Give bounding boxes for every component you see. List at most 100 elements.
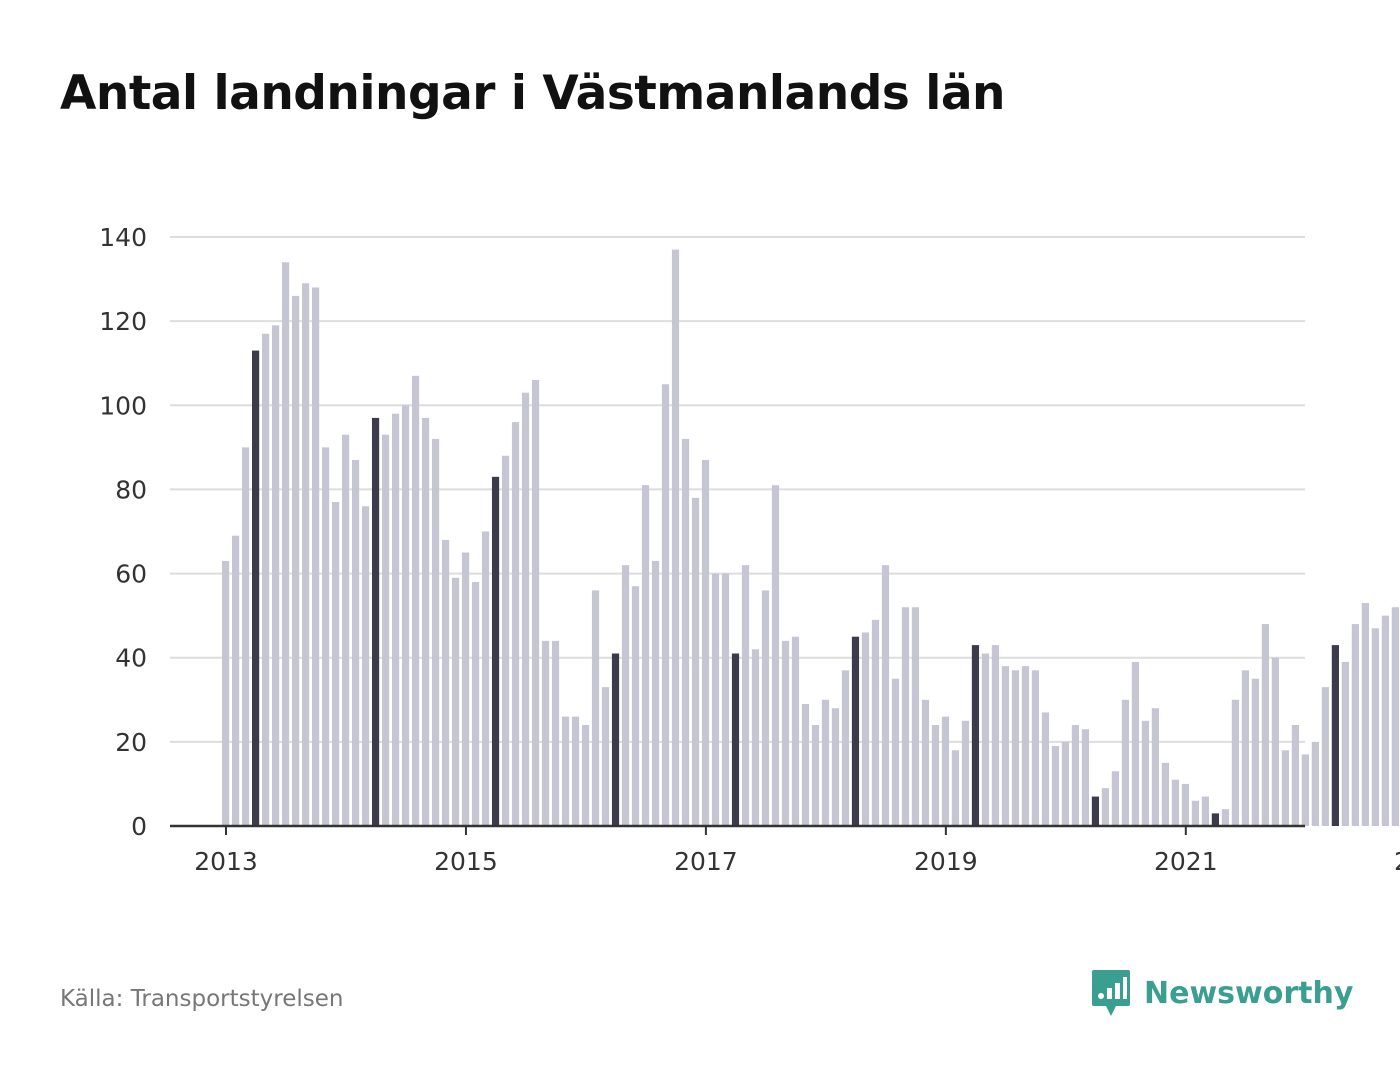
bar xyxy=(611,653,620,826)
bar xyxy=(871,619,880,826)
y-tick-label: 140 xyxy=(99,223,147,252)
bar xyxy=(1161,762,1170,826)
bar xyxy=(661,384,670,826)
bar xyxy=(741,565,750,826)
bar xyxy=(431,438,440,826)
bar xyxy=(1151,708,1160,826)
bar xyxy=(1001,666,1010,826)
bar xyxy=(1191,800,1200,826)
y-tick-label: 100 xyxy=(99,391,147,420)
bar xyxy=(841,670,850,826)
bar xyxy=(961,720,970,826)
bar xyxy=(1141,720,1150,826)
bar xyxy=(371,417,380,826)
bar xyxy=(311,287,320,826)
bar xyxy=(591,590,600,826)
bar xyxy=(1211,813,1219,826)
bar xyxy=(791,636,800,826)
bar xyxy=(491,476,500,826)
bar xyxy=(861,632,870,826)
bar xyxy=(941,716,950,826)
bar xyxy=(471,581,480,826)
bar xyxy=(1181,783,1190,826)
bar xyxy=(581,725,590,826)
bar xyxy=(681,438,690,826)
bar xyxy=(351,459,360,826)
bar xyxy=(1261,624,1269,826)
bar xyxy=(761,590,770,826)
y-axis-labels: 0 20 40 60 80 100 120 140 xyxy=(99,223,147,841)
bar xyxy=(411,375,420,826)
bar xyxy=(831,708,840,826)
bar xyxy=(851,636,860,826)
bar xyxy=(691,497,700,826)
bar xyxy=(1011,670,1020,826)
chart-title: Antal landningar i Västmanlands län xyxy=(60,66,1006,121)
bar xyxy=(1311,741,1319,826)
bar xyxy=(731,653,740,826)
bar xyxy=(1321,687,1329,826)
bar xyxy=(971,645,980,826)
bar xyxy=(641,485,650,826)
bar xyxy=(781,640,790,826)
bar xyxy=(451,577,460,826)
y-tick-label: 80 xyxy=(115,475,147,504)
bar xyxy=(441,539,450,826)
bar xyxy=(711,573,720,826)
bar xyxy=(391,413,400,826)
bar xyxy=(361,506,370,826)
x-tick-label: 2013 xyxy=(194,847,258,876)
bar xyxy=(222,560,230,826)
bar xyxy=(281,262,290,826)
bar xyxy=(1341,661,1349,826)
bar xyxy=(811,725,820,826)
bar xyxy=(261,333,270,826)
bar xyxy=(1371,628,1379,826)
bar xyxy=(1051,746,1060,826)
bar xyxy=(671,249,680,826)
bar xyxy=(771,485,780,826)
bar xyxy=(621,565,630,826)
bar xyxy=(461,552,470,826)
bar xyxy=(321,447,330,826)
x-tick-label: 2019 xyxy=(914,847,978,876)
y-tick-label: 20 xyxy=(115,728,147,757)
bar xyxy=(551,640,560,826)
bar xyxy=(801,703,810,826)
newsworthy-logo[interactable]: Newsworthy xyxy=(1090,968,1353,1018)
bar xyxy=(1221,809,1229,826)
bar xyxy=(521,392,530,826)
bar xyxy=(301,283,310,826)
bar xyxy=(921,699,930,826)
bar xyxy=(1351,624,1359,826)
x-tick-label: 2023 xyxy=(1394,847,1400,876)
bar xyxy=(1291,725,1299,826)
bar xyxy=(571,716,580,826)
bar xyxy=(341,434,350,826)
source-note: Källa: Transportstyrelsen xyxy=(60,986,344,1012)
bar xyxy=(1361,603,1369,826)
bar xyxy=(951,750,960,826)
x-tick-label: 2017 xyxy=(674,847,738,876)
y-tick-label: 120 xyxy=(99,307,147,336)
bar xyxy=(1251,678,1259,826)
bar xyxy=(601,687,610,826)
bar xyxy=(381,434,390,826)
bar xyxy=(1071,725,1080,826)
bar xyxy=(251,350,260,826)
bar xyxy=(751,649,760,826)
x-tick-label: 2021 xyxy=(1154,847,1218,876)
bar xyxy=(981,653,990,826)
bar xyxy=(481,531,490,826)
bar xyxy=(421,417,430,826)
bar xyxy=(701,459,710,826)
bar xyxy=(911,607,920,826)
bar xyxy=(541,640,550,826)
bar xyxy=(1031,670,1040,826)
newsworthy-icon xyxy=(1092,970,1130,1016)
y-tick-label: 60 xyxy=(115,560,147,589)
y-tick-label: 0 xyxy=(131,812,147,841)
bar xyxy=(1041,712,1050,826)
bar xyxy=(1091,796,1100,826)
